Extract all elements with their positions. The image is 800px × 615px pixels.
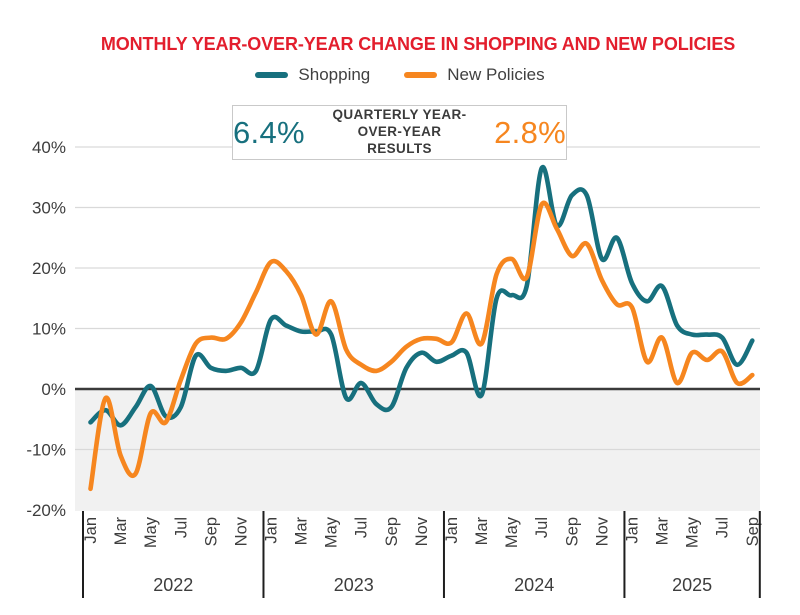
month-tick-label: May (503, 516, 521, 548)
month-tick-label: Sep (383, 517, 401, 546)
month-tick-label: May (142, 516, 160, 548)
quarterly-results-label: QUARTERLY YEAR- OVER-YEAR RESULTS (325, 107, 474, 158)
new-policies-line (88, 200, 755, 492)
quarterly-results-label-line2: OVER-YEAR RESULTS (357, 124, 442, 156)
month-tick-label: May (323, 516, 341, 548)
month-tick-label: Jul (533, 517, 551, 538)
legend-item-shopping: Shopping (255, 65, 370, 85)
shopping-line-swatch-icon (255, 72, 289, 78)
y-tick-label: 40% (32, 138, 66, 157)
shopping-line (88, 164, 755, 428)
new-policies-line-swatch-icon (404, 72, 438, 78)
month-tick-label: May (684, 516, 702, 548)
month-tick-label: Sep (563, 517, 581, 546)
month-tick-label: Jul (714, 517, 732, 538)
month-tick-label: Jul (172, 517, 190, 538)
new-policies-quarterly-value: 2.8% (494, 114, 566, 150)
month-tick-label: Nov (413, 516, 431, 546)
y-tick-label: 30% (32, 199, 66, 218)
shopping-quarterly-value: 6.4% (233, 114, 305, 150)
legend-label-new-policies: New Policies (447, 65, 545, 84)
y-tick-label: -10% (26, 440, 66, 459)
month-tick-label: Nov (232, 516, 250, 546)
month-tick-label: Sep (744, 517, 762, 546)
month-tick-label: Jan (623, 517, 641, 544)
year-label: 2023 (334, 575, 374, 595)
quarterly-results-callout: 6.4% QUARTERLY YEAR- OVER-YEAR RESULTS 2… (232, 105, 567, 160)
month-tick-label: Mar (654, 517, 672, 546)
chart-title: MONTHLY YEAR-OVER-YEAR CHANGE IN SHOPPIN… (100, 34, 736, 54)
year-label: 2022 (153, 575, 193, 595)
month-tick-label: Jan (82, 517, 100, 544)
month-tick-label: Mar (473, 517, 491, 546)
month-tick-label: Jul (353, 517, 371, 538)
quarterly-results-label-line1: QUARTERLY YEAR- (332, 107, 467, 123)
month-tick-label: Mar (112, 517, 130, 546)
month-tick-label: Mar (293, 517, 311, 546)
year-label: 2025 (672, 575, 712, 595)
legend-label-shopping: Shopping (298, 65, 371, 84)
y-tick-label: 0% (41, 380, 66, 399)
month-tick-label: Jan (443, 517, 461, 544)
month-tick-label: Jan (263, 517, 281, 544)
month-tick-label: Sep (202, 517, 220, 546)
legend: Shopping New Policies (0, 65, 800, 85)
y-tick-label: 10% (32, 320, 66, 339)
month-tick-label: Nov (593, 516, 611, 546)
legend-item-new-policies: New Policies (404, 65, 545, 85)
year-label: 2024 (514, 575, 554, 595)
y-tick-label: -20% (26, 501, 66, 520)
y-tick-label: 20% (32, 259, 66, 278)
